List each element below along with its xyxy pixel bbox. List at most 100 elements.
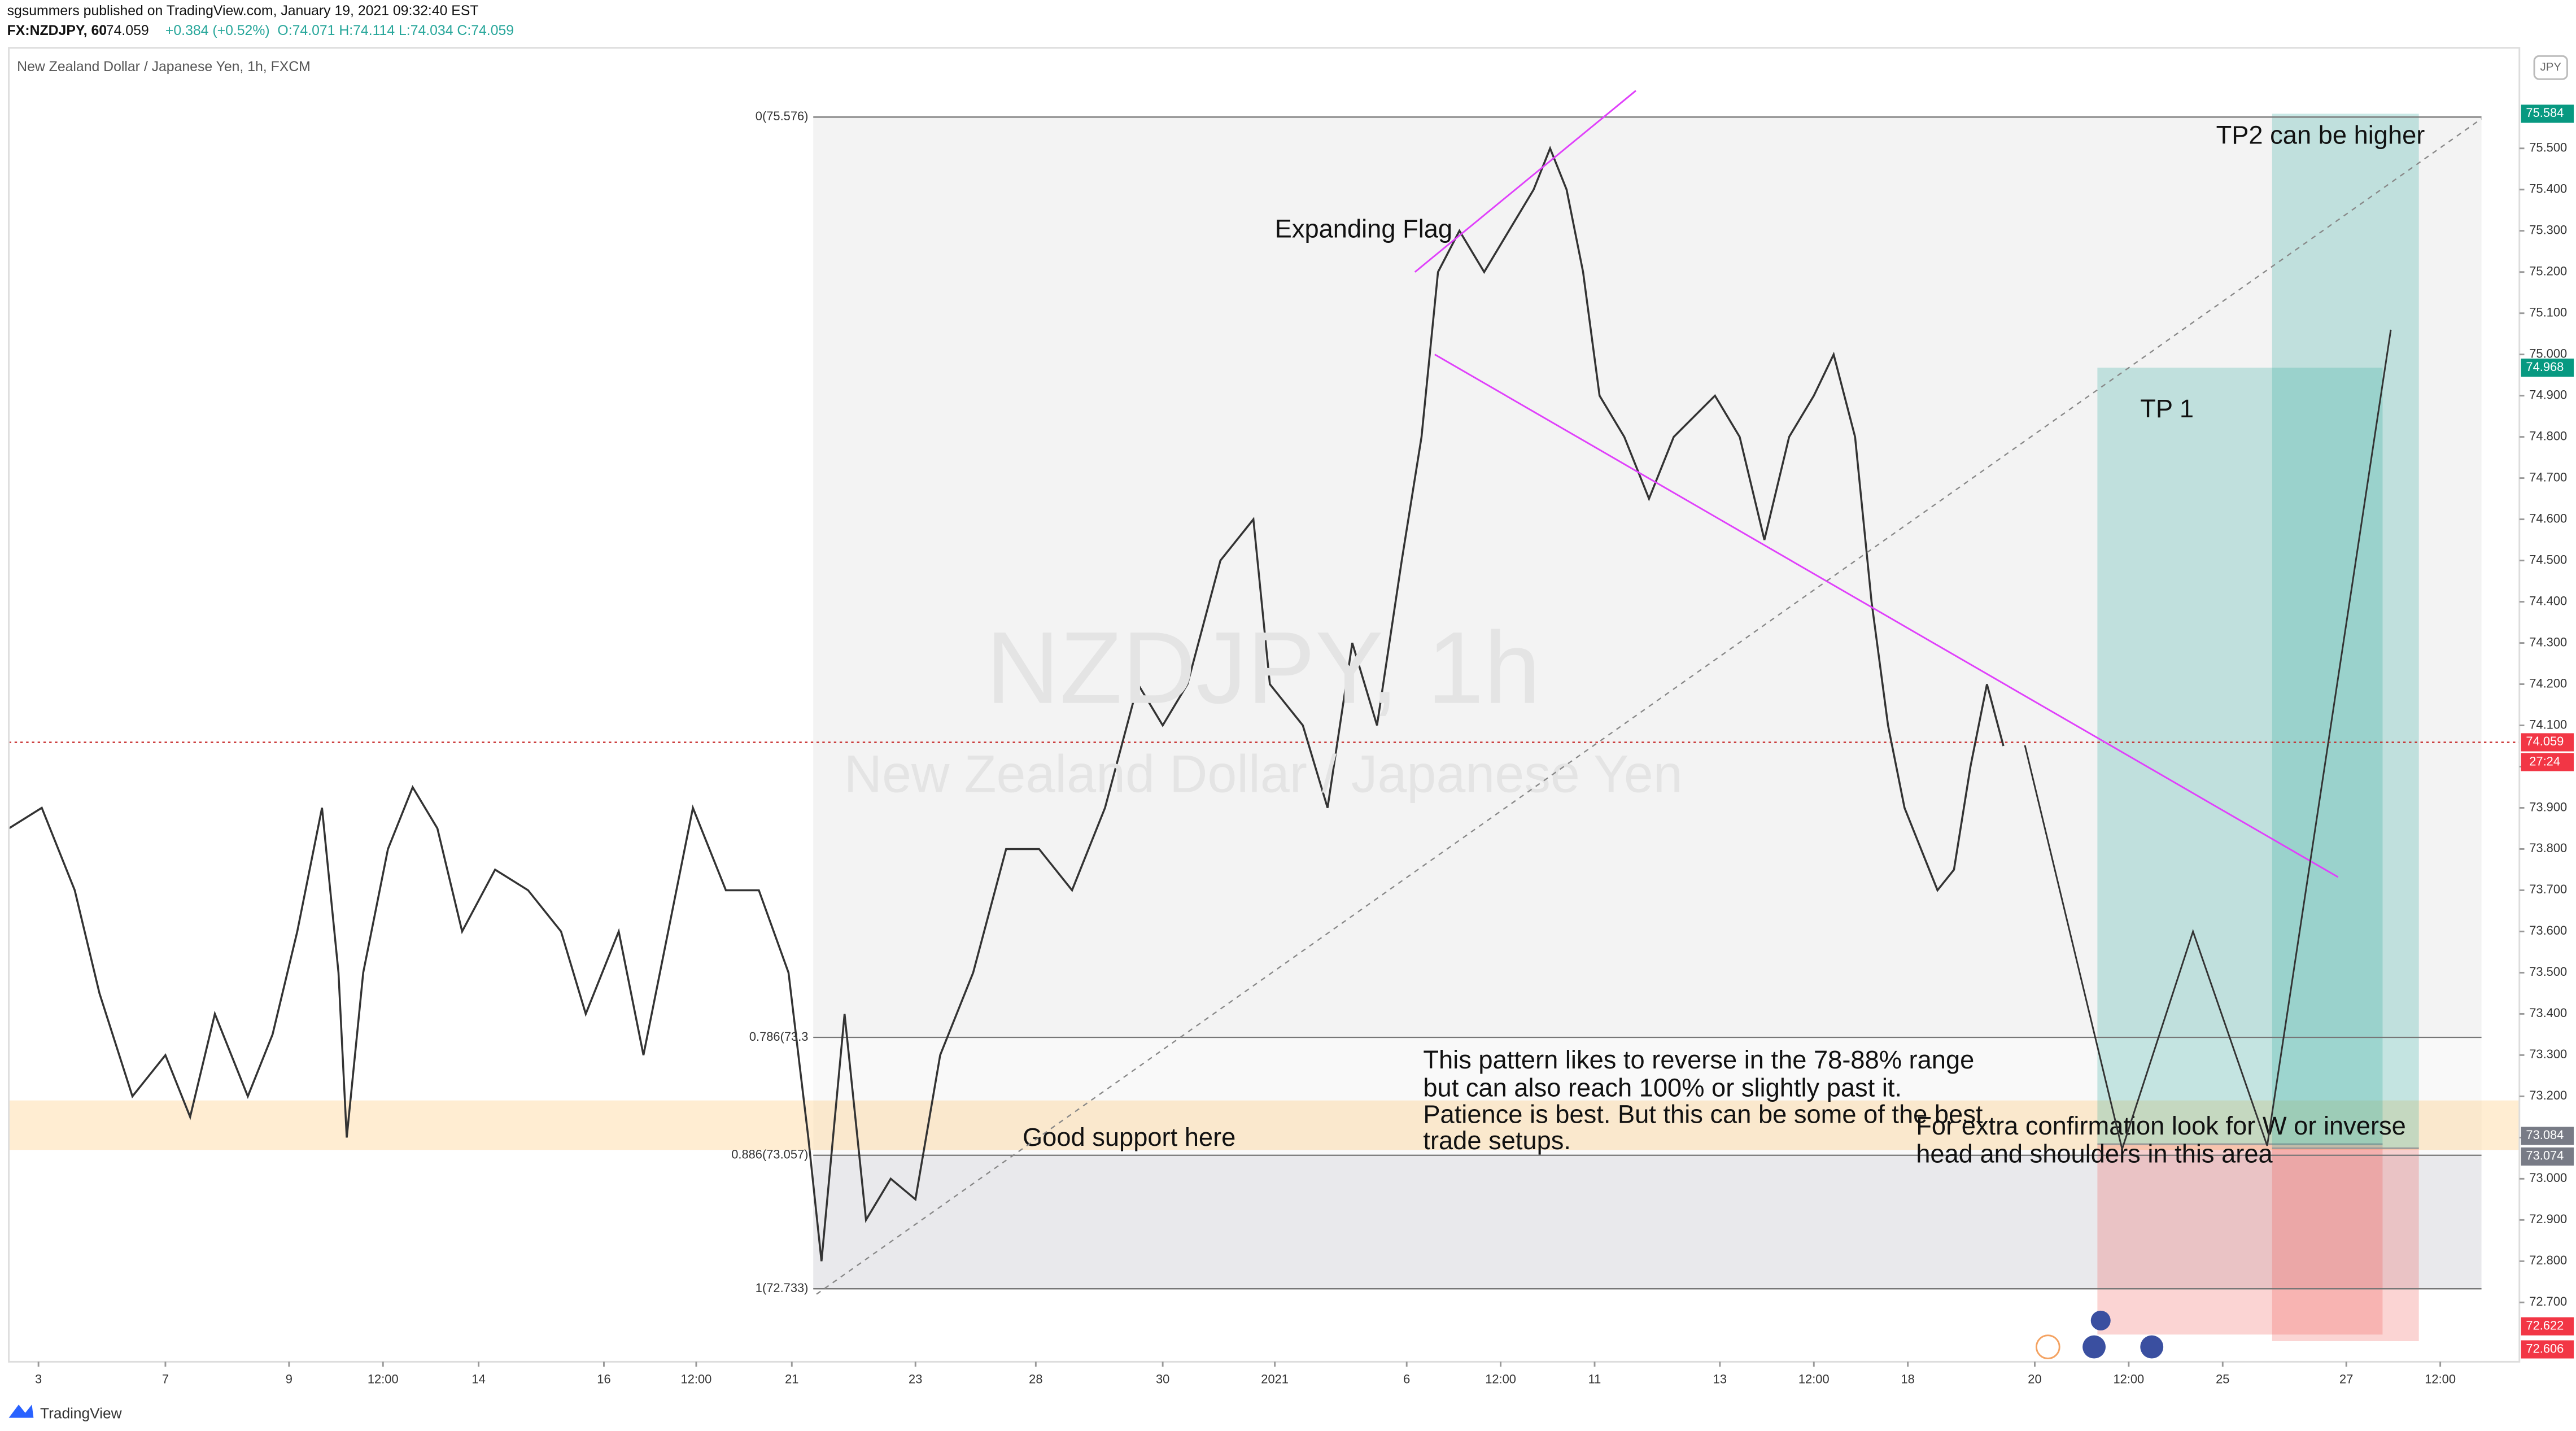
layer: 0(75.576) 0.786(73.3 0.886(73.057) 1(72.733… [8,109,2520,1341]
annotation: TP 1 [2140,394,2194,423]
y-tick-label: 75.200 [2529,264,2567,278]
price-tag [2521,104,2574,123]
x-tick-label: 12:00 [368,1372,399,1386]
countdown: 27:24 [2529,754,2560,768]
annotation: TP2 can be higher [2216,120,2425,149]
annotation: For extra confirmation look for W or inv… [1916,1111,2406,1140]
fib-zone [813,1037,2482,1155]
fib-label: 1(72.733) [756,1281,809,1295]
x-tick-label: 12:00 [1485,1372,1516,1386]
x-tick-label: 2021 [1261,1372,1289,1386]
layer: Expanding Flag TP2 can be higher TP 1 Go… [35,90,2574,1386]
ohlc: O:74.071 H:74.114 L:74.034 C:74.059 [277,23,514,38]
y-tick-label: 74.200 [2529,676,2567,690]
y-tick-label: 73.400 [2529,1006,2567,1020]
y-tick-label: 75.500 [2529,141,2567,155]
price-tag-label: 72.622 [2526,1318,2564,1332]
dashed-line [816,118,2482,1295]
annotation: Expanding Flag [1275,215,1452,243]
y-tick-label: 73.300 [2529,1047,2567,1061]
event-icon[interactable] [2140,1335,2164,1359]
x-tick-label: 21 [785,1372,798,1386]
price-tag [2521,1340,2574,1359]
y-tick-label: 74.400 [2529,594,2567,608]
support-zone [8,1100,2520,1150]
brand: TradingView [40,1405,123,1422]
y-tick-label: 73.600 [2529,923,2567,937]
event-icon[interactable] [2090,1310,2111,1330]
x-tick-label: 3 [35,1372,42,1386]
y-tick-label: 75.300 [2529,222,2567,237]
fib-zone [813,1155,2482,1289]
currency-box[interactable] [2533,55,2568,80]
y-tick-label: 74.900 [2529,387,2567,402]
price-tag [2521,733,2574,752]
annotation: Patience is best. But this can be some o… [1423,1100,1983,1128]
annotation: trade setups. [1423,1126,1571,1155]
x-tick-label: 30 [1156,1372,1169,1386]
annotation: but can also reach 100% or slightly past… [1423,1074,1902,1102]
y-tick-label: 72.700 [2529,1294,2567,1308]
y-tick-label: 74.800 [2529,429,2567,443]
x-tick-label: 11 [1588,1372,1601,1386]
trendline [1414,90,1636,273]
y-tick-label: 75.000 [2529,346,2567,360]
price-tag [2521,1147,2574,1166]
annotation: This pattern likes to reverse in the 78-… [1423,1045,1974,1074]
x-tick-label: 12:00 [2425,1372,2456,1386]
y-tick-label: 74.700 [2529,470,2567,484]
y-tick-label: 74.100 [2529,717,2567,731]
price-tag [2521,1317,2574,1336]
y-tick-label: 73.800 [2529,841,2567,855]
publisher: sgsummers published on TradingView.com, … [7,3,479,19]
event-icon[interactable] [2035,1334,2060,1360]
y-tick-label: 73.700 [2529,882,2567,896]
price-tag-label: 73.084 [2526,1128,2564,1142]
annotation: head and shoulders in this area [1916,1139,2273,1168]
x-tick-label: 9 [286,1372,292,1386]
watermark: NZDJPY, 1h [986,611,1541,725]
x-tick-label: 13 [1713,1372,1727,1386]
y-tick-label: 73.200 [2529,1088,2567,1102]
stop-zone [2272,1148,2419,1341]
y-tick-label: 75.400 [2529,182,2567,196]
price-tag-label: 74.968 [2526,360,2564,374]
projection-path [2024,329,2392,1153]
fib-zone [813,117,2482,1038]
y-tick-label: 72.800 [2529,1253,2567,1267]
x-tick-label: 6 [1403,1372,1410,1386]
x-tick-label: 25 [2216,1372,2229,1386]
y-tick-label: 75.100 [2529,305,2567,319]
change: +0.384 (+0.52%) [165,23,270,38]
stop-zone [2097,1144,2383,1335]
price-tag-label: 75.584 [2526,106,2564,120]
x-tick-label: 12:00 [681,1372,712,1386]
fib-label: 0.786(73.3 [749,1029,809,1044]
y-tick-label: 74.600 [2529,511,2567,525]
currency: JPY [2540,61,2561,73]
x-tick-label: 28 [1029,1372,1042,1386]
y-tick-label: 73.000 [2529,1171,2567,1185]
y-tick-label: 74.500 [2529,552,2567,566]
price-line [8,146,2005,1262]
y-tick-label: 74.300 [2529,635,2567,649]
countdown-tag [2521,753,2574,771]
price-tag-label: 74.059 [2526,734,2564,748]
x-tick-label: 27 [2339,1372,2353,1386]
event-icon[interactable] [2082,1335,2106,1359]
x-tick-label: 23 [909,1372,922,1386]
price-tag [2521,1127,2574,1145]
y-tick-label: 73.500 [2529,965,2567,979]
fib-label: 0.886(73.057) [731,1148,808,1162]
x-tick-label: 7 [162,1372,169,1386]
x-tick-label: 16 [597,1372,610,1386]
chart-title: New Zealand Dollar / Japanese Yen, 1h, F… [17,59,311,75]
price: 74.059 [106,23,149,38]
x-tick-label: 18 [1901,1372,1915,1386]
fib-label: 0(75.576) [756,109,809,123]
x-tick-label: 12:00 [1798,1372,1830,1386]
annotation: Good support here [1023,1123,1235,1151]
brand-logo [8,1404,34,1418]
